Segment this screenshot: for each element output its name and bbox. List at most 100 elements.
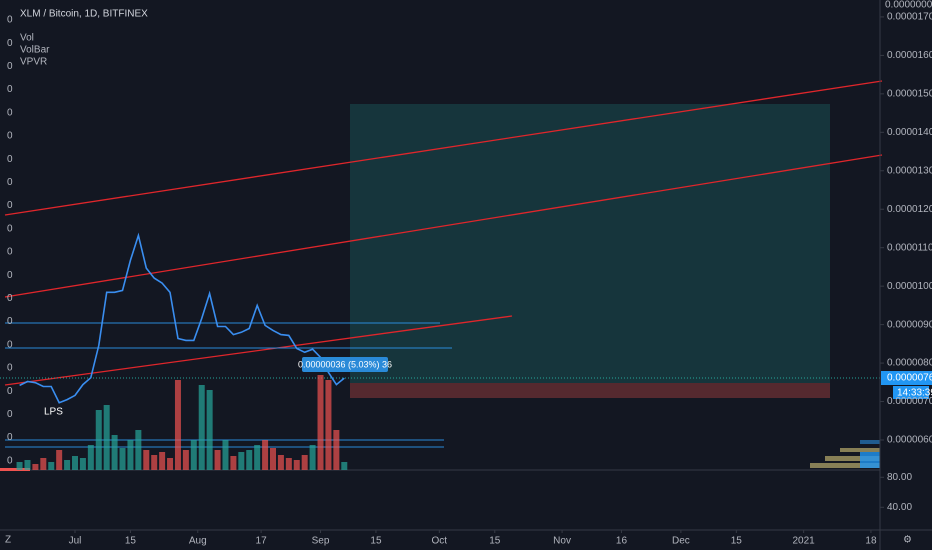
x-tick-label: 15 <box>370 536 382 547</box>
x-tick-label: 15 <box>489 536 501 547</box>
volume-bar <box>151 455 158 470</box>
volume-bar <box>111 435 118 470</box>
volume-bar <box>277 455 284 470</box>
volume-bar <box>285 458 292 470</box>
last-price-box <box>881 371 932 385</box>
volume-bar <box>230 456 237 470</box>
pane-marker <box>0 468 30 471</box>
x-tick-label: 15 <box>125 536 137 547</box>
vpvr <box>810 440 880 468</box>
y-tick-label: 0.00000600 <box>887 435 932 446</box>
volume-bar <box>143 450 150 470</box>
volume-bar <box>16 462 23 470</box>
left-axis-label: 0 <box>7 61 13 72</box>
volume-bar <box>198 385 205 470</box>
volume-bar <box>95 410 102 470</box>
x-tick-label: 17 <box>256 536 268 547</box>
indicator: Vol <box>20 33 34 44</box>
profit-zone <box>350 104 830 383</box>
volume-bar <box>72 456 78 470</box>
volume-bar <box>79 458 86 470</box>
left-axis-label: 0 <box>7 38 13 49</box>
left-axis-label: 0 <box>7 455 13 466</box>
indicator: VPVR <box>20 57 47 68</box>
channel-line <box>4 80 883 216</box>
left-axis-label: 0 <box>7 363 13 374</box>
volume-bar <box>333 430 340 470</box>
volume-bar <box>238 452 245 470</box>
countdown: 14:33:39 <box>897 388 932 399</box>
indicator: VolBar <box>20 45 50 56</box>
x-tick-label: Nov <box>553 536 571 547</box>
x-tick-label: Oct <box>432 536 448 547</box>
x-tick-label: 2021 <box>793 536 816 547</box>
pane-tick-label: 40.00 <box>887 502 912 513</box>
volume-bar <box>341 462 348 470</box>
volume-bar <box>190 440 197 470</box>
chart-title: XLM / Bitcoin, 1D, BITFINEX <box>20 9 148 20</box>
left-axis-label: 0 <box>7 84 13 95</box>
volume-bar <box>56 450 63 470</box>
left-axis-label: 0 <box>7 339 13 350</box>
volume-bar <box>135 430 142 470</box>
volume-bar <box>119 448 126 470</box>
x-tick-label: Jul <box>69 536 82 547</box>
left-axis-label: 0 <box>7 432 13 443</box>
x-tick-label: Aug <box>189 536 207 547</box>
left-axis-label: 0 <box>7 409 13 420</box>
left-axis-label: 0 <box>7 177 13 188</box>
volume-bar <box>309 445 316 470</box>
volume-bar <box>159 452 166 470</box>
volume-bar <box>64 460 71 470</box>
left-axis-label: 0 <box>7 270 13 281</box>
x-tick-label: 16 <box>616 536 628 547</box>
volume-bar <box>270 448 276 470</box>
left-axis-label: 0 <box>7 131 13 142</box>
volume-bar <box>40 458 47 470</box>
volume-bar <box>206 390 213 470</box>
trend-line <box>4 315 513 386</box>
left-axis-label: 0 <box>7 107 13 118</box>
volume-bar <box>262 440 269 470</box>
x-tick-label: Dec <box>672 536 690 547</box>
volume-bar <box>32 464 39 470</box>
volume-bar <box>167 458 174 470</box>
left-axis-label: 0 <box>7 15 13 26</box>
settings-icon[interactable]: ⚙ <box>903 535 912 546</box>
volume-bar <box>293 460 300 470</box>
volume-bar <box>254 445 261 470</box>
left-axis-label: 0 <box>7 154 13 165</box>
measure-box <box>302 357 388 372</box>
x-tick-label: 15 <box>731 536 743 547</box>
volume-bar <box>317 375 324 470</box>
left-axis-label: 0 <box>7 223 13 234</box>
volume-bar <box>325 380 332 470</box>
loss-zone <box>350 383 830 398</box>
x-tick-label: 18 <box>865 536 877 547</box>
volume-bar <box>214 450 221 470</box>
annotation: LPS <box>44 407 63 418</box>
volume-bar <box>222 440 229 470</box>
volume-bar <box>301 455 308 470</box>
price-line <box>19 232 345 404</box>
left-axis-label: 0 <box>7 386 13 397</box>
volume-bar <box>182 450 189 470</box>
x-tick-label: Sep <box>312 536 330 547</box>
measure-label: 0.00000036 (5.03%) 36 <box>298 359 392 369</box>
volume-bar <box>246 450 253 470</box>
volume-bar <box>24 460 31 470</box>
volume-bar <box>87 445 94 470</box>
countdown-box <box>893 386 929 399</box>
